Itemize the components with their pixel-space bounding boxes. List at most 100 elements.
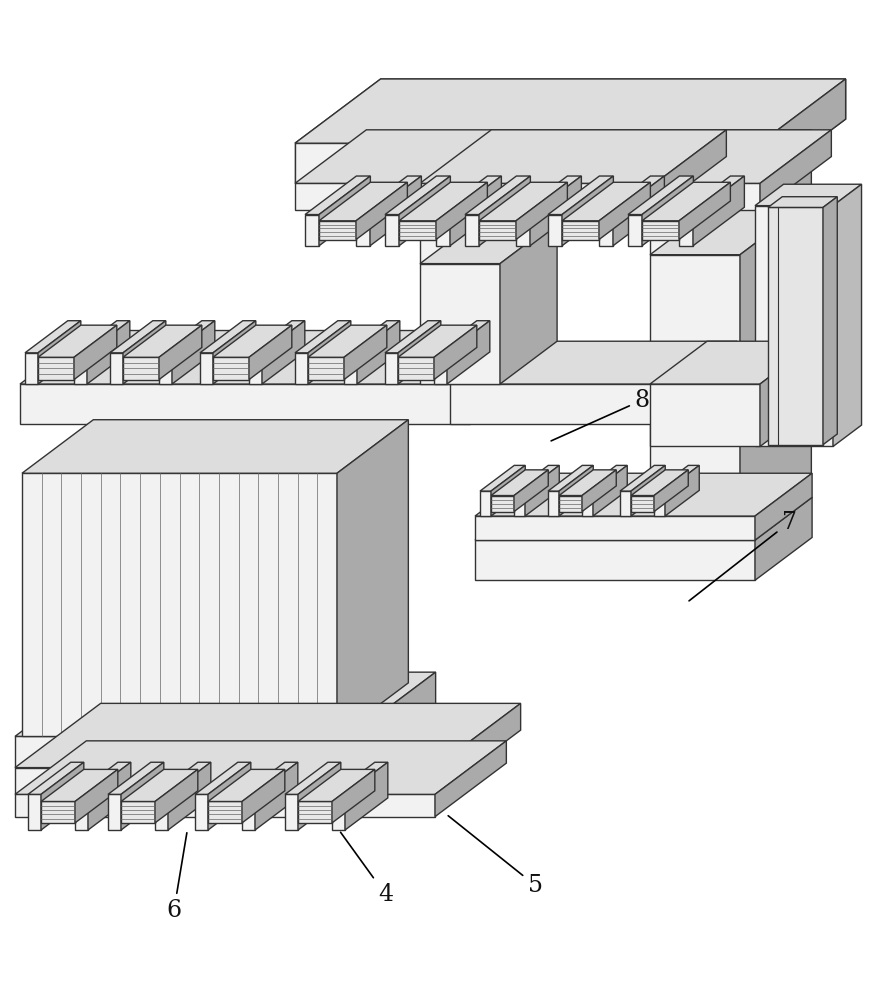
Polygon shape (298, 769, 375, 801)
Polygon shape (491, 496, 514, 512)
Polygon shape (559, 465, 593, 516)
Polygon shape (319, 182, 408, 221)
Polygon shape (548, 465, 593, 491)
Polygon shape (295, 143, 760, 183)
Polygon shape (470, 331, 541, 424)
Polygon shape (679, 182, 731, 240)
Polygon shape (20, 331, 541, 384)
Polygon shape (295, 79, 846, 143)
Polygon shape (665, 465, 699, 516)
Polygon shape (530, 176, 582, 246)
Polygon shape (168, 762, 211, 830)
Polygon shape (155, 769, 198, 823)
Polygon shape (650, 341, 817, 384)
Polygon shape (435, 741, 507, 817)
Polygon shape (242, 762, 298, 794)
Polygon shape (613, 176, 665, 246)
Polygon shape (25, 321, 81, 353)
Polygon shape (298, 762, 341, 830)
Polygon shape (760, 79, 846, 183)
Polygon shape (213, 321, 256, 384)
Polygon shape (582, 491, 593, 516)
Polygon shape (356, 176, 421, 215)
Polygon shape (650, 130, 812, 183)
Polygon shape (693, 176, 745, 246)
Polygon shape (242, 794, 255, 830)
Polygon shape (172, 321, 215, 384)
Polygon shape (593, 465, 627, 516)
Polygon shape (345, 762, 388, 830)
Polygon shape (620, 491, 631, 516)
Polygon shape (480, 491, 491, 516)
Polygon shape (548, 176, 614, 215)
Polygon shape (41, 769, 118, 801)
Polygon shape (159, 353, 172, 384)
Polygon shape (516, 176, 582, 215)
Polygon shape (650, 201, 812, 255)
Polygon shape (121, 769, 198, 801)
Polygon shape (22, 473, 337, 736)
Polygon shape (285, 794, 298, 830)
Polygon shape (420, 264, 500, 384)
Polygon shape (479, 176, 531, 246)
Polygon shape (620, 465, 665, 491)
Polygon shape (385, 215, 399, 246)
Polygon shape (15, 741, 507, 794)
Polygon shape (110, 353, 123, 384)
Polygon shape (308, 325, 387, 357)
Polygon shape (344, 353, 357, 384)
Polygon shape (599, 215, 613, 246)
Polygon shape (344, 325, 387, 380)
Polygon shape (465, 176, 531, 215)
Polygon shape (399, 176, 450, 246)
Polygon shape (295, 79, 846, 143)
Polygon shape (344, 321, 400, 353)
Polygon shape (631, 465, 665, 516)
Polygon shape (308, 357, 344, 380)
Polygon shape (332, 762, 388, 794)
Polygon shape (295, 353, 308, 384)
Polygon shape (356, 215, 370, 246)
Polygon shape (75, 794, 88, 830)
Polygon shape (631, 496, 654, 512)
Polygon shape (491, 470, 549, 496)
Polygon shape (480, 465, 525, 491)
Polygon shape (38, 321, 81, 384)
Polygon shape (475, 497, 812, 540)
Polygon shape (15, 672, 435, 736)
Polygon shape (755, 473, 812, 540)
Polygon shape (420, 130, 726, 183)
Polygon shape (285, 762, 341, 794)
Polygon shape (450, 176, 501, 246)
Polygon shape (679, 215, 693, 246)
Polygon shape (475, 473, 812, 516)
Polygon shape (755, 206, 833, 446)
Polygon shape (475, 516, 755, 540)
Polygon shape (516, 182, 567, 240)
Polygon shape (159, 325, 202, 380)
Polygon shape (28, 794, 41, 830)
Polygon shape (500, 221, 558, 384)
Polygon shape (200, 321, 256, 353)
Polygon shape (755, 497, 812, 580)
Polygon shape (295, 130, 831, 183)
Polygon shape (25, 353, 38, 384)
Polygon shape (75, 769, 118, 823)
Polygon shape (760, 341, 817, 446)
Polygon shape (631, 470, 689, 496)
Polygon shape (385, 353, 398, 384)
Polygon shape (74, 325, 117, 380)
Polygon shape (680, 341, 737, 424)
Polygon shape (295, 183, 760, 210)
Polygon shape (642, 221, 679, 240)
Text: 8: 8 (551, 389, 649, 441)
Polygon shape (200, 353, 213, 384)
Polygon shape (332, 769, 375, 823)
Polygon shape (385, 176, 450, 215)
Polygon shape (298, 801, 332, 823)
Polygon shape (514, 465, 559, 491)
Polygon shape (628, 176, 693, 215)
Polygon shape (420, 221, 558, 264)
Text: 5: 5 (448, 816, 542, 897)
Polygon shape (208, 769, 285, 801)
